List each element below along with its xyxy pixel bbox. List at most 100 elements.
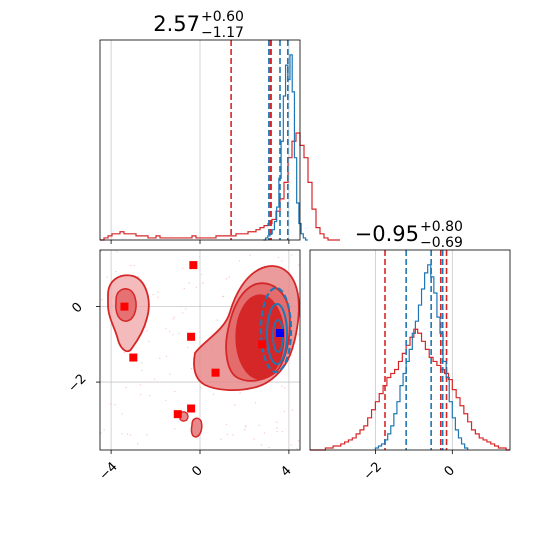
background-dot (152, 293, 154, 296)
red-square-marker (187, 332, 196, 341)
contour-ytick-label: −2 (65, 372, 89, 396)
background-dot (212, 393, 215, 396)
background-dot (157, 291, 159, 293)
background-dot (146, 330, 148, 332)
contour-xtick-label: 0 (189, 463, 205, 479)
panel-right-histogram: −2 0 −0.95 +0.80 −0.69 (309, 219, 511, 484)
red-contour-blob-2 (179, 411, 189, 422)
top-histogram-title-minus: −1.17 (201, 25, 244, 41)
background-dot (253, 438, 255, 440)
background-dot (281, 385, 283, 387)
background-dot (181, 312, 184, 314)
red-square-marker (189, 261, 198, 270)
background-dot (146, 434, 148, 436)
background-dot (244, 428, 246, 431)
top-histogram-ticks (110, 240, 290, 244)
background-dot (109, 403, 112, 405)
background-dot (165, 399, 167, 402)
background-dot (296, 448, 298, 450)
right-histogram-xtick-label: 0 (442, 463, 458, 479)
panel-contour: −4 0 4 −2 0 (65, 249, 301, 484)
background-dot (291, 254, 293, 256)
red-square-marker (173, 410, 182, 419)
background-dot (298, 264, 300, 266)
background-dot (148, 394, 151, 397)
background-dot (283, 387, 286, 389)
red-square-marker (258, 340, 267, 349)
background-dot (125, 386, 127, 389)
background-dot (172, 334, 174, 336)
background-dot (239, 392, 241, 394)
background-dot (202, 282, 204, 284)
contour-xtick-label: −4 (97, 459, 121, 483)
background-dot (225, 423, 228, 426)
background-dot (115, 270, 117, 273)
red-square-marker (120, 302, 129, 311)
background-dot (234, 404, 236, 406)
background-dot (165, 327, 167, 329)
background-dot (130, 264, 132, 267)
background-dot (254, 402, 257, 404)
background-dot (297, 440, 300, 442)
background-dot (153, 378, 156, 381)
top-histogram-title-value: 2.57 (153, 12, 200, 36)
background-dot (198, 255, 201, 258)
background-dot (245, 424, 247, 427)
right-histogram-title-plus: +0.80 (420, 219, 463, 235)
background-dot (174, 428, 176, 430)
background-dot (276, 430, 278, 433)
background-dot (260, 444, 263, 446)
background-dot (201, 273, 203, 276)
background-dot (181, 267, 184, 269)
red-square-marker (129, 353, 138, 362)
background-dot (123, 351, 126, 354)
contour-xtick-label: 4 (278, 463, 294, 479)
background-dot (220, 438, 222, 440)
background-dot (168, 330, 171, 333)
top-histogram-series-0-histogram (100, 132, 340, 241)
right-histogram-ticks: −2 0 (361, 450, 458, 484)
background-dot (114, 403, 116, 406)
background-dot (195, 286, 198, 289)
top-histogram-grid (110, 40, 290, 240)
background-dot (283, 410, 286, 413)
background-dot (165, 355, 168, 358)
panel-top-histogram: 2.57 +0.60 −1.17 (99, 9, 340, 244)
background-dot (238, 260, 241, 262)
background-dot (172, 318, 174, 320)
background-dot (228, 276, 230, 278)
background-dot (281, 260, 283, 262)
background-dot (249, 254, 251, 256)
background-dot (139, 384, 142, 386)
red-square-marker (187, 404, 196, 413)
red-square-marker (211, 368, 220, 377)
background-dot (141, 369, 143, 372)
background-dot (101, 298, 103, 301)
background-dot (100, 250, 102, 252)
background-dot (245, 426, 247, 428)
background-dot (277, 256, 280, 259)
background-dot (137, 276, 140, 278)
background-dot (290, 444, 293, 446)
background-dot (291, 409, 294, 411)
background-dot (281, 430, 284, 433)
background-dot (180, 306, 182, 308)
background-dot (184, 308, 187, 310)
contour-points (120, 261, 284, 419)
background-dot (121, 433, 123, 435)
background-dot (174, 390, 176, 393)
background-dot (188, 282, 191, 284)
background-dot (263, 432, 266, 434)
background-dot (232, 434, 234, 436)
right-histogram-title-minus: −0.69 (420, 235, 463, 251)
background-dot (222, 295, 225, 297)
background-dot (116, 251, 118, 253)
background-dot (147, 340, 150, 342)
background-dot (173, 316, 176, 318)
contour-ytick-label: 0 (69, 300, 85, 316)
background-dot (169, 373, 171, 376)
background-dot (275, 421, 278, 423)
background-dot (136, 443, 139, 445)
background-dot (159, 357, 161, 360)
